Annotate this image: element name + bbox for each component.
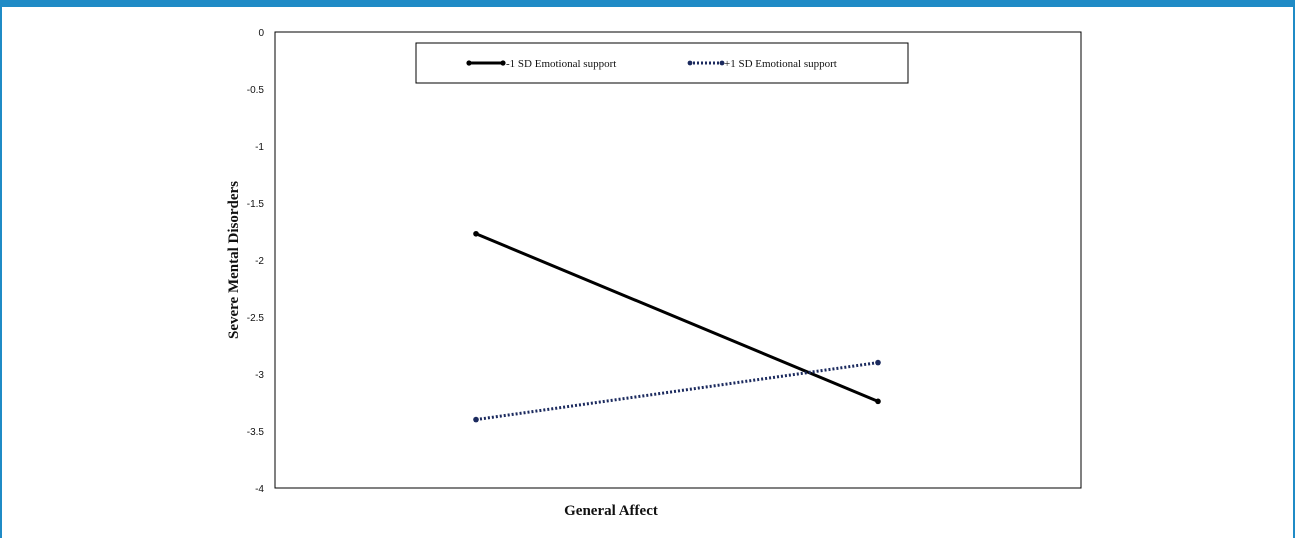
series-line-1 xyxy=(475,232,879,403)
series-1-point-2 xyxy=(875,398,881,405)
legend-marker-series-2 xyxy=(687,60,693,66)
y-tick-label: -3.5 xyxy=(247,427,265,438)
y-tick-label: -2.5 xyxy=(247,313,265,324)
series-layer xyxy=(473,230,881,423)
legend-marker-series-1 xyxy=(466,60,472,66)
y-tick-label: -1.5 xyxy=(247,199,265,210)
series-2-point-1 xyxy=(473,416,479,423)
legend: -1 SD Emotional support +1 SD Emotional … xyxy=(415,42,909,84)
y-tick-label: -0.5 xyxy=(247,85,265,96)
y-tick-label: 0 xyxy=(258,28,264,39)
y-axis-title: Severe Mental Disorders xyxy=(226,181,242,339)
legend-marker-series-2 xyxy=(719,60,725,66)
y-tick-label: -4 xyxy=(255,484,264,495)
y-tick-label: -3 xyxy=(255,370,264,381)
series-line-2 xyxy=(475,361,879,422)
y-tick-label: -1 xyxy=(255,142,264,153)
series-1-point-1 xyxy=(473,230,479,237)
legend-label-series-1: -1 SD Emotional support xyxy=(506,58,616,70)
plot-area xyxy=(274,31,1082,489)
legend-marker-series-1 xyxy=(500,60,506,66)
y-tick-label: -2 xyxy=(255,256,264,267)
x-axis-title: General Affect xyxy=(564,503,658,519)
legend-label-series-2: +1 SD Emotional support xyxy=(724,58,837,70)
series-2-point-2 xyxy=(875,359,881,366)
y-axis-ticks: 0 -0.5 -1 -1.5 -2 -2.5 -3 -3.5 -4 xyxy=(247,28,265,495)
